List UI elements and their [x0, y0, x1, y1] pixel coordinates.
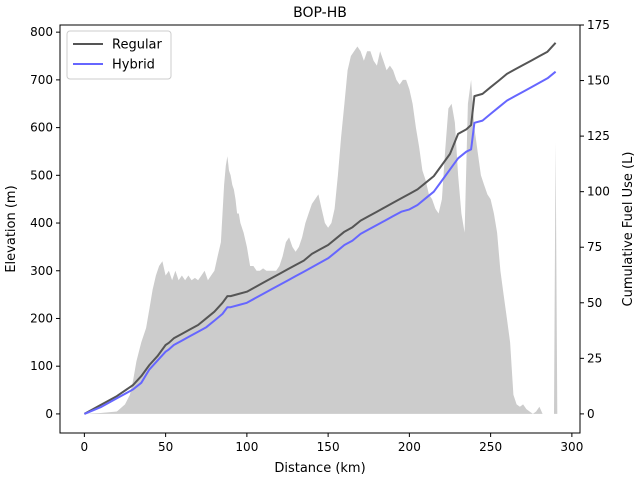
y-axis-right-ticks: 0 25 50 75 100 125 150 175: [580, 18, 610, 421]
chart-title: BOP-HB: [293, 5, 347, 21]
y-right-tick-label: 0: [587, 407, 595, 421]
x-tick-label: 250: [479, 440, 502, 454]
x-tick-label: 50: [158, 440, 173, 454]
x-tick-label: 300: [560, 440, 583, 454]
x-tick-label: 200: [398, 440, 421, 454]
x-axis-label: Distance (km): [274, 461, 365, 476]
y-right-tick-label: 75: [587, 240, 602, 254]
x-tick-label: 150: [317, 440, 340, 454]
y-left-tick-label: 300: [30, 264, 53, 278]
x-tick-label: 100: [235, 440, 258, 454]
y-right-tick-label: 175: [587, 18, 610, 32]
y-right-tick-label: 125: [587, 129, 610, 143]
series-line-regular: [83, 42, 557, 415]
y-left-tick-label: 200: [30, 311, 53, 325]
y-left-tick-label: 0: [45, 407, 53, 421]
y-axis-left-ticks: 0 100 200 300 400 500 600 700 800: [30, 25, 60, 421]
x-tick-label: 0: [81, 440, 89, 454]
plot-frame: [59, 24, 581, 434]
y-left-tick-label: 100: [30, 359, 53, 373]
fuel-lines-layer: [83, 42, 557, 415]
x-axis-ticks: 0 50 100 150 200 250 300: [81, 433, 583, 454]
y-left-tick-label: 700: [30, 73, 53, 87]
y-left-tick-label: 800: [30, 25, 53, 39]
y-right-tick-label: 25: [587, 351, 602, 365]
y-left-tick-label: 400: [30, 216, 53, 230]
y-right-tick-label: 100: [587, 185, 610, 199]
y-right-tick-label: 150: [587, 74, 610, 88]
y-right-tick-label: 50: [587, 296, 602, 310]
legend-label-hybrid: Hybrid: [112, 58, 155, 73]
y-axis-left-label: Elevation (m): [4, 185, 19, 272]
y-left-tick-label: 600: [30, 121, 53, 135]
y-axis-right-label: Cumulative Fuel Use (L): [621, 152, 636, 307]
series-line-hybrid: [84, 70, 557, 415]
y-left-tick-label: 500: [30, 168, 53, 182]
legend: Regular Hybrid: [66, 30, 172, 80]
legend-label-regular: Regular: [112, 38, 163, 53]
